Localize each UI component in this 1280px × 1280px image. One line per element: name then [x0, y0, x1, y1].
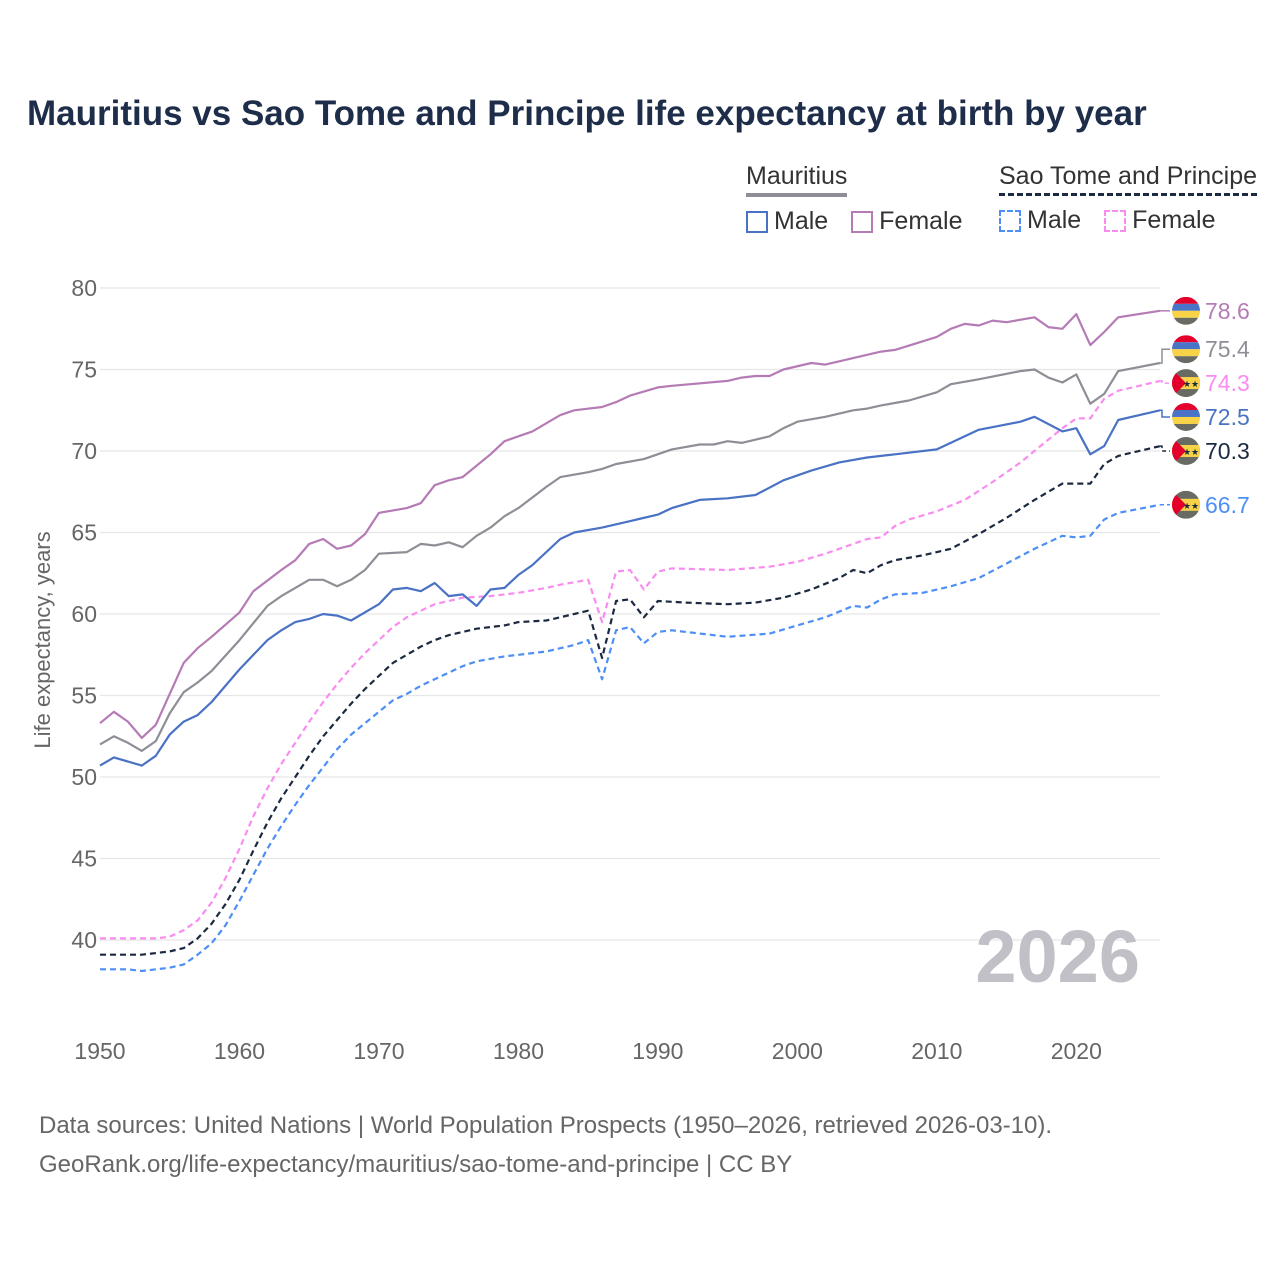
year-watermark: 2026 [975, 915, 1140, 998]
end-value-label: 70.3 [1205, 438, 1250, 464]
label-connector [1160, 380, 1170, 384]
x-tick-label: 2000 [772, 1038, 823, 1064]
end-value-label: 75.4 [1205, 336, 1250, 362]
legend-label: Male [1027, 206, 1082, 234]
y-tick-label: 75 [71, 357, 97, 383]
end-value-label: 78.6 [1205, 298, 1250, 324]
y-tick-label: 55 [71, 683, 97, 709]
chart-title: Mauritius vs Sao Tome and Principe life … [27, 94, 1147, 133]
legend-item-sao-tome-male[interactable]: Male [999, 206, 1081, 235]
x-tick-label: 1970 [353, 1038, 404, 1064]
legend-group-title: Mauritius [746, 162, 848, 197]
legend-swatch [746, 210, 768, 233]
legend-item-mauritius-female[interactable]: Female [851, 207, 963, 236]
sao-tome-flag-icon [1172, 437, 1200, 465]
source-link[interactable]: GeoRank.org/life-expectancy/mauritius/sa… [39, 1151, 793, 1178]
y-tick-label: 45 [71, 846, 97, 872]
legend-label: Female [1132, 206, 1216, 234]
mauritius-flag-icon [1172, 403, 1200, 431]
x-tick-label: 1990 [632, 1038, 683, 1064]
x-tick-label: 1960 [214, 1038, 265, 1064]
label-connector [1160, 409, 1170, 418]
legend-swatch [1104, 209, 1127, 232]
series-line-sao-tome-and-principe-male [100, 503, 1161, 973]
end-value-label: 72.5 [1205, 404, 1250, 430]
series-line-mauritius-male [99, 409, 1161, 767]
y-tick-label: 50 [71, 764, 97, 790]
source-line: Data sources: United Nations | World Pop… [39, 1112, 1053, 1139]
x-tick-label: 2020 [1051, 1038, 1102, 1064]
series-line-sao-tome-and-principe [100, 445, 1161, 956]
sao-tome-flag-icon [1172, 369, 1200, 397]
x-tick-label: 2010 [911, 1038, 962, 1064]
end-value-label: 66.7 [1205, 492, 1250, 518]
end-value-label: 74.3 [1205, 370, 1250, 396]
y-axis-label: Life expectancy, years [30, 531, 55, 748]
series-line-sao-tome-and-principe-female [100, 379, 1161, 940]
x-tick-label: 1950 [74, 1038, 125, 1064]
legend-item-sao-tome-female[interactable]: Female [1104, 206, 1216, 235]
y-tick-label: 60 [71, 601, 97, 627]
x-tick-label: 1980 [493, 1038, 544, 1064]
label-connector [1160, 445, 1170, 452]
y-tick-label: 40 [71, 927, 97, 953]
legend-swatch [999, 209, 1021, 232]
legend-group-title: Sao Tome and Principe [999, 162, 1258, 196]
legend-item-mauritius-male[interactable]: Male [746, 207, 828, 236]
y-tick-label: 65 [71, 520, 97, 546]
label-connector [1160, 348, 1170, 364]
y-tick-label: 80 [71, 275, 97, 301]
legend-label: Male [774, 207, 829, 235]
legend-group-mauritius: Mauritius Male Female [746, 162, 979, 240]
legend-swatch [851, 210, 874, 233]
y-tick-label: 70 [71, 438, 97, 464]
legend-group-sao-tome: Sao Tome and Principe Male Female [999, 162, 1258, 239]
series-line-mauritius [99, 361, 1161, 752]
mauritius-flag-icon [1172, 335, 1200, 363]
series-line-mauritius-female [99, 309, 1161, 739]
legend-label: Female [879, 207, 963, 235]
source-note: Data sources: United Nations | World Pop… [39, 1106, 1052, 1184]
sao-tome-flag-icon [1172, 491, 1200, 519]
mauritius-flag-icon [1172, 297, 1200, 325]
